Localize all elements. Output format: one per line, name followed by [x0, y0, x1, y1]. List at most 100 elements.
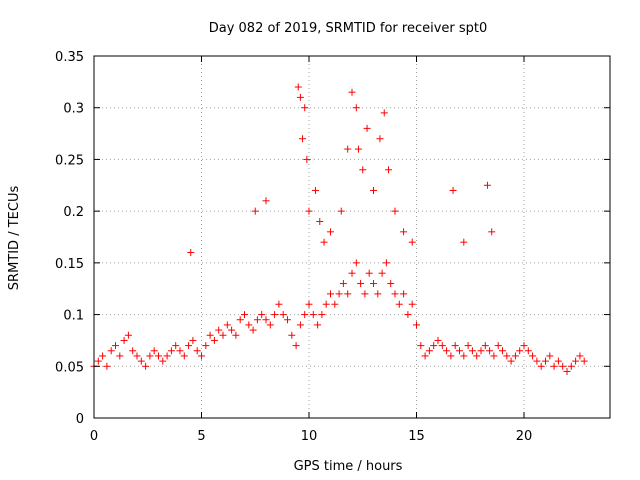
data-point	[202, 342, 210, 350]
data-point	[391, 207, 399, 215]
data-point	[460, 352, 468, 360]
data-points	[90, 83, 588, 375]
data-point	[99, 352, 107, 360]
data-point	[529, 352, 537, 360]
data-point	[387, 280, 395, 288]
x-axis-label: GPS time / hours	[294, 459, 403, 474]
y-tick-label: 0.1	[63, 309, 84, 324]
data-point	[483, 181, 491, 189]
data-point	[275, 300, 283, 308]
data-point	[516, 347, 524, 355]
data-point	[215, 326, 223, 334]
data-point	[576, 352, 584, 360]
data-point	[167, 347, 175, 355]
y-tick-label: 0.15	[55, 257, 84, 272]
data-point	[299, 135, 307, 143]
data-point	[94, 357, 102, 365]
data-point	[172, 342, 180, 350]
data-point	[142, 362, 150, 370]
plot-frame	[93, 55, 611, 419]
y-tick-label: 0.35	[55, 50, 84, 65]
data-point	[359, 166, 367, 174]
data-point	[494, 342, 502, 350]
grid-lines	[94, 56, 610, 418]
data-point	[524, 347, 532, 355]
data-point	[385, 166, 393, 174]
y-tick-label: 0.3	[63, 102, 84, 117]
data-point	[305, 300, 313, 308]
data-point	[520, 342, 528, 350]
data-point	[155, 352, 162, 360]
y-tick-label: 0.2	[63, 205, 84, 220]
data-point	[335, 290, 343, 298]
data-point	[327, 228, 334, 236]
x-tick-label: 15	[408, 429, 425, 444]
data-point	[137, 357, 145, 365]
data-point	[507, 357, 515, 365]
data-point	[464, 342, 472, 350]
data-point	[301, 311, 309, 319]
data-point	[408, 300, 416, 308]
data-point	[311, 186, 319, 194]
y-tick-label: 0.25	[55, 153, 84, 168]
data-point	[185, 342, 193, 350]
data-point	[206, 331, 214, 339]
data-point	[542, 357, 549, 365]
data-point	[339, 280, 347, 288]
data-point	[563, 367, 571, 375]
data-point	[421, 352, 429, 360]
data-point	[486, 347, 494, 355]
data-point	[327, 290, 334, 298]
chart-title: Day 082 of 2019, SRMTID for receiver spt…	[209, 21, 488, 36]
data-point	[380, 109, 388, 117]
data-point	[533, 357, 541, 365]
data-point	[361, 290, 369, 298]
data-point	[309, 311, 317, 319]
data-point	[245, 321, 253, 329]
data-point	[180, 352, 188, 360]
data-point	[460, 238, 468, 246]
data-point	[391, 290, 399, 298]
data-point	[249, 326, 257, 334]
data-point	[210, 336, 218, 344]
data-point	[159, 357, 167, 365]
data-point	[316, 217, 324, 225]
data-point	[434, 336, 442, 344]
data-point	[322, 300, 330, 308]
data-point	[370, 186, 377, 194]
data-point	[236, 316, 244, 324]
data-point	[395, 300, 403, 308]
axis-ticks: 0 5 10 15 20 0 0.05 0.1 0.15 0.2 0.25 0.3 0.35	[55, 50, 610, 444]
data-point	[124, 331, 132, 339]
data-point	[354, 145, 362, 153]
data-point	[187, 249, 195, 257]
data-point	[116, 352, 124, 360]
data-point	[331, 300, 339, 308]
data-point	[251, 207, 259, 215]
data-point	[120, 336, 128, 344]
data-point	[352, 259, 360, 267]
data-point	[554, 357, 562, 365]
data-point	[417, 342, 425, 350]
data-point	[279, 311, 287, 319]
data-point	[296, 93, 304, 101]
data-point	[425, 347, 433, 355]
data-point	[103, 362, 111, 370]
data-point	[258, 311, 266, 319]
data-point	[288, 331, 296, 339]
data-point	[223, 321, 231, 329]
data-point	[314, 321, 322, 329]
data-point	[318, 311, 326, 319]
data-point	[348, 269, 356, 277]
data-point	[292, 342, 300, 350]
data-point	[129, 347, 137, 355]
x-tick-label: 5	[197, 429, 205, 444]
data-point	[449, 186, 457, 194]
data-point	[363, 124, 371, 132]
y-axis-label: SRMTID / TECUs	[7, 186, 22, 291]
data-point	[365, 269, 373, 277]
data-point	[400, 290, 408, 298]
data-point	[400, 228, 408, 236]
data-point	[176, 347, 184, 355]
data-point	[344, 145, 352, 153]
